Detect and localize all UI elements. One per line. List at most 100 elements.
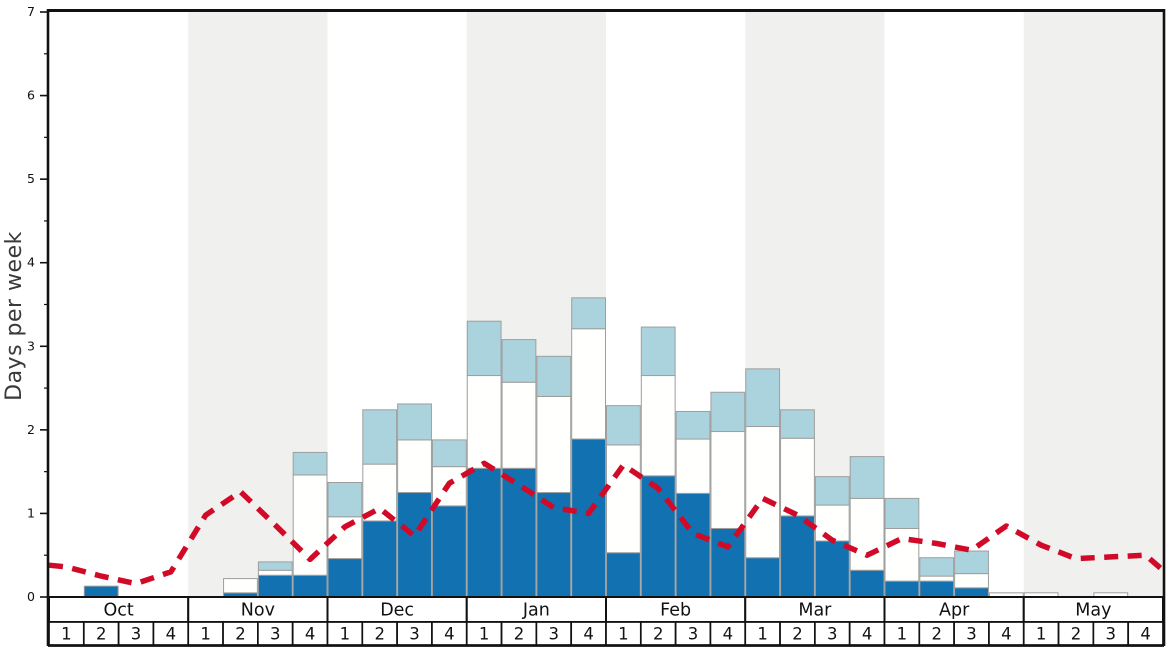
bar-jan-w4-light xyxy=(571,297,606,330)
bar-feb-w1-dark xyxy=(606,552,641,598)
bar-dec-w3-dark xyxy=(397,492,432,598)
week-label-oct-4: 4 xyxy=(166,625,177,644)
week-label-feb-4: 4 xyxy=(723,625,734,644)
bar-nov-w4-dark xyxy=(292,574,328,598)
month-label-feb: Feb xyxy=(660,601,691,621)
month-label-mar: Mar xyxy=(798,601,832,621)
bar-dec-w4-dark xyxy=(431,505,467,598)
bar-mar-w4-light xyxy=(849,456,885,499)
bar-jan-w4-dark xyxy=(571,438,606,598)
bar-dec-w2-light xyxy=(362,409,398,465)
week-label-feb-1: 1 xyxy=(618,625,629,644)
bar-feb-w2-light xyxy=(640,326,676,377)
bar-jan-w2-white xyxy=(501,381,537,469)
y-tick-label: 6 xyxy=(27,88,35,103)
bar-apr-w1-light xyxy=(884,497,920,529)
week-label-may-3: 3 xyxy=(1106,625,1117,644)
bar-nov-w4-light xyxy=(292,451,328,476)
week-label-nov-4: 4 xyxy=(305,625,316,644)
week-label-oct-1: 1 xyxy=(61,625,72,644)
bar-nov-w2-white xyxy=(223,578,258,594)
bar-mar-w3-light xyxy=(814,476,850,506)
week-label-mar-3: 3 xyxy=(827,625,838,644)
bar-feb-w2-dark xyxy=(640,475,676,598)
week-label-dec-3: 3 xyxy=(409,625,420,644)
week-label-apr-3: 3 xyxy=(966,625,977,644)
bar-apr-w3-white xyxy=(954,573,989,589)
bar-apr-w2-light xyxy=(919,557,955,577)
week-label-jan-1: 1 xyxy=(479,625,490,644)
chart-frame xyxy=(46,9,1166,647)
bar-jan-w2-dark xyxy=(501,467,537,598)
bar-mar-w3-dark xyxy=(814,540,850,598)
month-label-nov: Nov xyxy=(241,601,275,621)
bar-feb-w4-white xyxy=(710,431,746,529)
bar-apr-w1-white xyxy=(884,527,920,582)
bar-mar-w3-white xyxy=(814,504,850,542)
bar-mar-w4-dark xyxy=(849,569,885,598)
bar-feb-w1-white xyxy=(606,444,641,554)
bar-mar-w4-white xyxy=(849,497,885,571)
bar-oct-w2-dark xyxy=(83,585,119,598)
week-label-nov-2: 2 xyxy=(235,625,246,644)
week-label-feb-2: 2 xyxy=(653,625,664,644)
week-label-jan-2: 2 xyxy=(514,625,525,644)
bar-nov-w3-white xyxy=(257,569,293,576)
bar-apr-w2-dark xyxy=(919,580,955,598)
bar-jan-w2-light xyxy=(501,339,537,383)
bar-dec-w2-dark xyxy=(362,520,398,598)
bar-nov-w3-light xyxy=(257,561,293,571)
bar-apr-w3-dark xyxy=(954,587,989,598)
bar-mar-w1-dark xyxy=(745,557,781,598)
y-tick-label: 4 xyxy=(27,255,35,270)
bar-nov-w3-dark xyxy=(257,574,293,598)
bar-apr-w2-white xyxy=(919,575,955,582)
x-axis-rows: Oct 1 2 3 4 Nov 1 2 3 4 Dec 1 2 3 4 Jan 1 2 3 4 Feb 1 2 3 4 Mar 1 2… xyxy=(48,596,1164,646)
bar-feb-w1-light xyxy=(606,405,641,446)
bar-jan-w3-light xyxy=(536,355,572,397)
week-label-jan-3: 3 xyxy=(549,625,560,644)
month-label-apr: Apr xyxy=(939,601,970,621)
month-cell-oct xyxy=(48,596,190,623)
month-label-dec: Dec xyxy=(380,601,414,621)
bar-jan-w4-white xyxy=(571,328,606,440)
week-label-mar-2: 2 xyxy=(792,625,803,644)
bar-feb-w4-dark xyxy=(710,527,746,598)
week-label-mar-1: 1 xyxy=(757,625,768,644)
bar-mar-w2-white xyxy=(780,437,815,517)
bar-mar-w1-white xyxy=(745,426,781,559)
bar-feb-w3-dark xyxy=(675,492,711,598)
bar-apr-w1-dark xyxy=(884,580,920,598)
stacked-bars xyxy=(83,297,1129,598)
week-label-apr-1: 1 xyxy=(897,625,908,644)
bar-mar-w2-dark xyxy=(780,515,815,598)
bar-dec-w3-light xyxy=(397,403,432,441)
y-tick-label: 0 xyxy=(27,589,35,604)
bar-feb-w3-light xyxy=(675,410,711,440)
bar-jan-w1-white xyxy=(466,375,502,469)
bar-jan-w3-white xyxy=(536,395,572,494)
bar-feb-w2-white xyxy=(640,375,676,477)
y-tick-label: 1 xyxy=(27,505,35,520)
week-label-may-2: 2 xyxy=(1071,625,1082,644)
bar-apr-w3-light xyxy=(954,550,989,575)
week-label-oct-2: 2 xyxy=(96,625,107,644)
bar-mar-w1-light xyxy=(745,368,781,428)
week-label-may-4: 4 xyxy=(1140,625,1151,644)
week-label-dec-4: 4 xyxy=(444,625,455,644)
bar-dec-w1-light xyxy=(327,482,363,518)
bar-dec-w1-dark xyxy=(327,558,363,598)
bar-jan-w1-light xyxy=(466,320,502,377)
y-tick-label: 7 xyxy=(27,4,35,19)
y-tick-label: 5 xyxy=(27,171,35,186)
week-label-dec-2: 2 xyxy=(374,625,385,644)
bar-jan-w1-dark xyxy=(466,467,502,598)
week-label-dec-1: 1 xyxy=(340,625,351,644)
week-label-apr-2: 2 xyxy=(931,625,942,644)
month-label-jan: Jan xyxy=(522,601,550,621)
bar-mar-w2-light xyxy=(780,409,815,439)
week-label-feb-3: 3 xyxy=(688,625,699,644)
month-label-oct: Oct xyxy=(103,601,133,621)
